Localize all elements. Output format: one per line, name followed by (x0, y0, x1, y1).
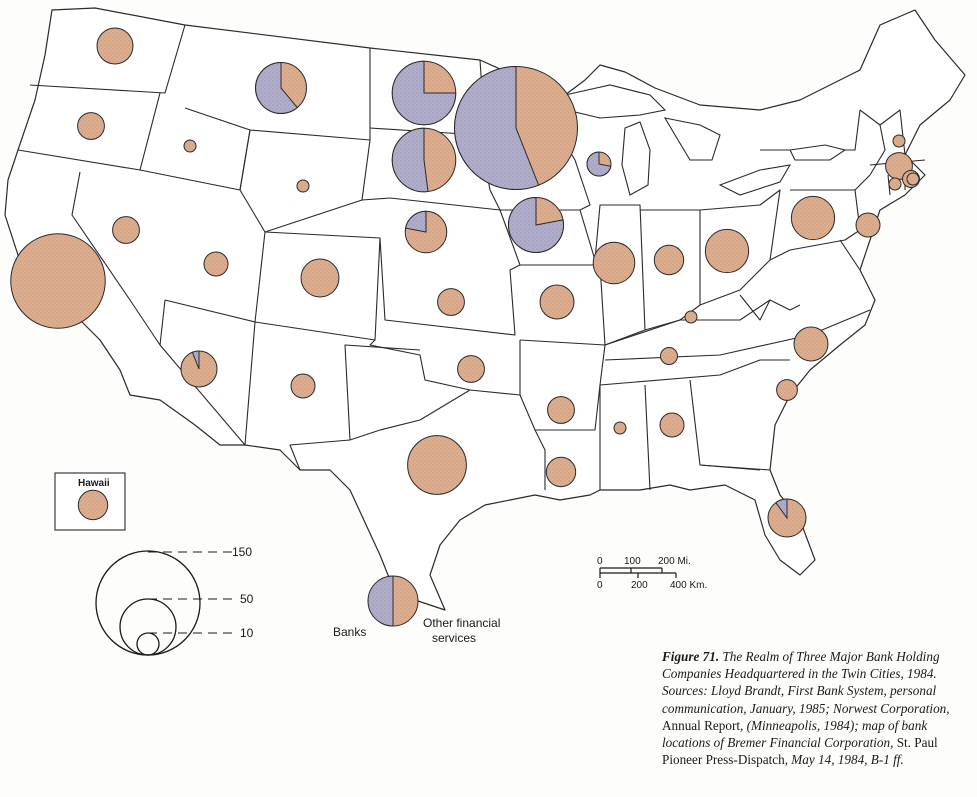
pie-iowa-banks-slice (508, 197, 564, 253)
size-legend: 150 50 10 (95, 545, 254, 656)
pie-california (10, 233, 106, 329)
pie-arkansas (547, 396, 575, 424)
pie-wisconsin-banks-slice (586, 151, 612, 177)
pie-idaho (183, 139, 197, 153)
pie-kansas (437, 288, 465, 316)
scale-mi-200: 200 Mi. (658, 556, 691, 567)
pie-nevada (112, 216, 140, 244)
size-legend-circle-150 (95, 550, 201, 656)
pie-nebraska-banks-slice (404, 210, 427, 233)
pie-legend: Banks Other financial services (333, 575, 500, 645)
pie-louisiana (545, 456, 577, 488)
scale-km-200: 200 (631, 580, 648, 591)
pie-connecticut (888, 177, 902, 191)
pie-washington (96, 27, 134, 65)
pie-montana-banks-slice (255, 62, 298, 114)
pie-hawaii (77, 489, 109, 521)
pie-arizona-banks-slice (191, 350, 200, 370)
pie-pennsylvania (790, 195, 836, 241)
pie-oklahoma (457, 355, 485, 383)
pie-north-dakota-banks-slice (391, 60, 457, 126)
size-legend-10-label: 10 (240, 626, 254, 640)
figure-caption: Figure 71. The Realm of Three Major Bank… (662, 648, 972, 768)
figure-number: Figure 71. (662, 649, 720, 664)
pie-mississippi (613, 421, 627, 435)
size-legend-circle-10 (136, 632, 160, 656)
pie-south-dakota-banks-slice (391, 127, 429, 193)
state-pies (10, 27, 920, 538)
caption-text-1: The Realm of Three Major Bank Holding Co… (662, 649, 950, 716)
scale-mi-100: 100 (624, 556, 641, 567)
pie-legend-banks-slice (367, 575, 394, 627)
size-legend-150-label: 150 (232, 545, 252, 559)
pie-ohio (704, 228, 750, 274)
pie-vermont (892, 134, 906, 148)
pie-legend-banks-label: Banks (333, 625, 366, 639)
pie-missouri (539, 284, 575, 320)
caption-text-3: , May 14, 1984, B-1 ff. (784, 752, 904, 768)
pie-texas (407, 435, 467, 495)
pie-rhode-island (906, 172, 920, 186)
scale-bar: 0 100 200 Mi. 0 200 400 Km. (597, 556, 707, 591)
pie-indiana (653, 244, 685, 276)
hawaii-label: Hawaii (78, 478, 110, 489)
pie-colorado (300, 258, 340, 298)
pie-legend-other-slice (392, 575, 419, 627)
pie-legend-other-label-line2: services (432, 631, 476, 645)
size-legend-50-label: 50 (240, 592, 254, 606)
pie-florida-banks-slice (775, 498, 788, 520)
pie-south-carolina (776, 379, 798, 401)
caption-title-1: Annual Report (662, 717, 741, 733)
pie-tennessee (660, 347, 678, 365)
size-legend-circle-50 (119, 598, 177, 656)
pie-minnesota-banks-slice (454, 66, 540, 190)
caption-title-2: St. Paul Pioneer Press-Dispatch (662, 735, 938, 768)
pie-illinois (592, 241, 636, 285)
pie-legend-other-label: Other financial (423, 616, 500, 630)
pie-new-jersey (855, 212, 881, 238)
pie-oregon (77, 112, 105, 140)
scale-mi-0: 0 (597, 556, 603, 567)
great-lakes (564, 84, 847, 196)
pie-new-mexico (290, 373, 316, 399)
caption-text-2: , (Minneapolis, 1984); map of bank locat… (662, 717, 928, 751)
pie-kentucky (684, 310, 698, 324)
pie-wyoming (296, 179, 310, 193)
pie-alabama (659, 412, 685, 438)
pie-utah (203, 251, 229, 277)
pie-north-carolina (793, 326, 829, 362)
scale-km-0: 0 (597, 580, 603, 591)
scale-km-400: 400 Km. (670, 580, 707, 591)
